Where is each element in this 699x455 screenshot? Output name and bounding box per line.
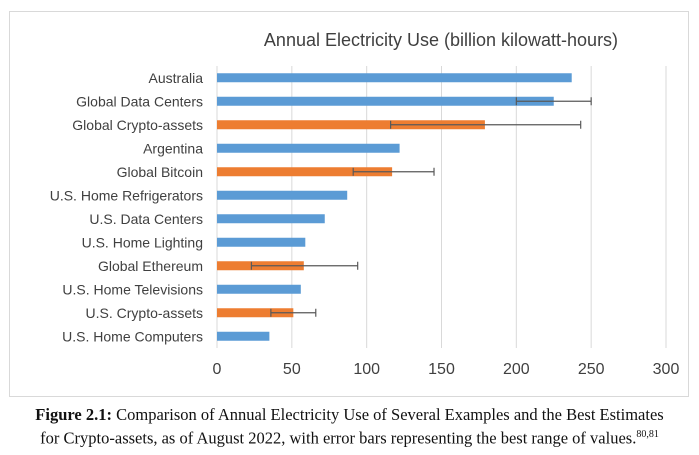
chart-title: Annual Electricity Use (billion kilowatt… [264, 30, 618, 50]
caption-line1: Comparison of Annual Electricity Use of … [111, 405, 664, 424]
x-tick-label: 150 [428, 361, 455, 378]
x-tick-label: 0 [213, 361, 222, 378]
category-label: U.S. Data Centers [89, 211, 203, 227]
x-tick-label: 300 [653, 361, 680, 378]
bar [217, 96, 554, 106]
bar [217, 73, 572, 83]
figure-caption-2: for Crypto-assets, as of August 2022, wi… [0, 425, 699, 449]
category-label: U.S. Home Refrigerators [50, 187, 203, 203]
category-label: Global Ethereum [98, 258, 203, 274]
bar [217, 214, 325, 224]
bar [217, 190, 348, 200]
caption-refs: 80,81 [636, 429, 659, 440]
bar-chart: Annual Electricity Use (billion kilowatt… [50, 30, 680, 378]
figure-caption: Figure 2.1: Comparison of Annual Electri… [0, 405, 699, 425]
category-label: U.S. Crypto-assets [86, 305, 203, 321]
x-tick-label: 50 [283, 361, 301, 378]
bar [217, 120, 485, 130]
chart-frame [9, 11, 689, 397]
x-tick-label: 100 [353, 361, 380, 378]
bar [217, 167, 393, 177]
x-tick-label: 200 [503, 361, 530, 378]
bar [217, 284, 301, 294]
category-label: Global Data Centers [76, 93, 203, 109]
bar [217, 237, 306, 247]
caption-line2: for Crypto-assets, as of August 2022, wi… [40, 428, 637, 448]
category-label: Australia [149, 70, 204, 86]
category-label: Argentina [143, 140, 203, 156]
category-label: U.S. Home Computers [62, 328, 203, 344]
caption-label: Figure 2.1: [35, 405, 112, 424]
category-label: U.S. Home Lighting [82, 234, 203, 250]
bar [217, 331, 270, 341]
x-tick-label: 250 [578, 361, 605, 378]
bar [217, 308, 294, 318]
category-label: Global Bitcoin [117, 164, 203, 180]
category-label: Global Crypto-assets [72, 117, 203, 133]
bar [217, 143, 400, 153]
category-label: U.S. Home Televisions [62, 281, 203, 297]
